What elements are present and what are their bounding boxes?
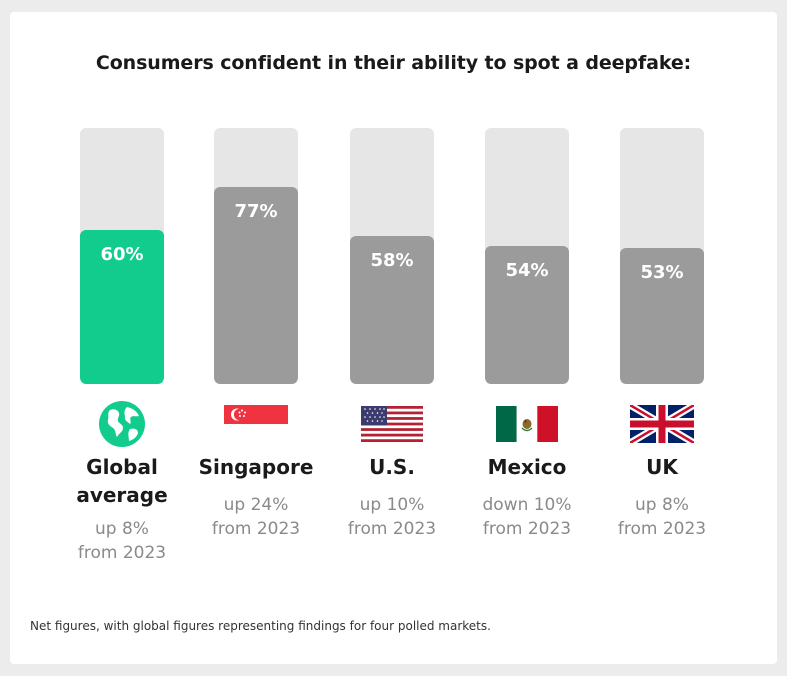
globe-icon xyxy=(90,400,154,448)
value-label: 60% xyxy=(100,244,144,265)
bar-us xyxy=(350,236,434,384)
change-note: up 8% from 2023 xyxy=(617,495,707,539)
category-name: Singapore xyxy=(198,455,314,479)
bar-track: 54% xyxy=(485,128,569,384)
change-note: down 10% from 2023 xyxy=(482,495,572,539)
category-name: UK xyxy=(646,455,678,479)
mexico-flag-icon xyxy=(495,400,559,448)
change-note: up 24% from 2023 xyxy=(211,495,301,539)
bar-track: 60% xyxy=(80,128,164,384)
bar-global-average xyxy=(80,230,164,384)
bar-mexico xyxy=(485,246,569,384)
category-name: Global average xyxy=(76,455,168,507)
change-note: up 10% from 2023 xyxy=(347,495,437,539)
value-label: 53% xyxy=(640,262,684,283)
bar-track: 53% xyxy=(620,128,704,384)
footnote: Net figures, with global figures represe… xyxy=(30,619,491,633)
chart-title: Consumers confident in their ability to … xyxy=(95,52,692,74)
category-name: U.S. xyxy=(369,455,415,479)
us-flag-icon xyxy=(360,400,424,448)
value-label: 58% xyxy=(370,250,414,271)
chart-card: Consumers confident in their ability to … xyxy=(10,12,777,664)
singapore-flag-icon xyxy=(224,400,288,448)
value-label: 54% xyxy=(505,260,549,281)
category-name: Mexico xyxy=(487,455,567,479)
bar-track: 58% xyxy=(350,128,434,384)
bar-track: 77% xyxy=(214,128,298,384)
bar-uk xyxy=(620,248,704,384)
uk-flag-icon xyxy=(630,400,694,448)
value-label: 77% xyxy=(234,201,278,222)
change-note: up 8% from 2023 xyxy=(77,519,167,563)
bar-singapore xyxy=(214,187,298,384)
